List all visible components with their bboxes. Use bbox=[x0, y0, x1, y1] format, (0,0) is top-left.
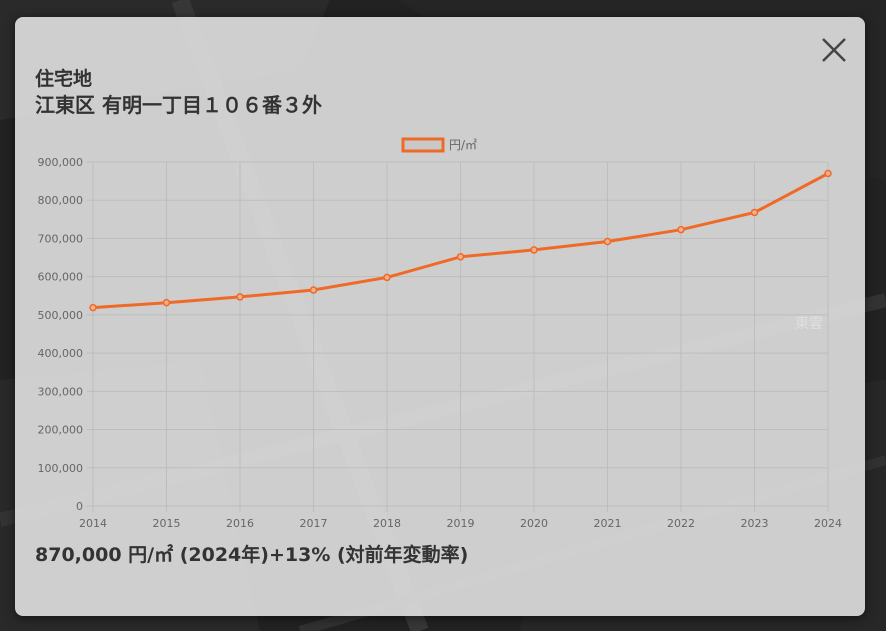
close-icon bbox=[822, 38, 846, 62]
data-point bbox=[456, 253, 465, 261]
data-point bbox=[750, 208, 759, 217]
data-point bbox=[824, 169, 832, 178]
data-point bbox=[383, 273, 391, 282]
x-tick-label: 2023 bbox=[741, 517, 769, 530]
series-points bbox=[89, 169, 832, 312]
legend-label: 円/㎡ bbox=[449, 138, 477, 152]
y-tick-label: 0 bbox=[76, 500, 83, 513]
y-tick-label: 800,000 bbox=[38, 194, 84, 207]
data-point bbox=[162, 298, 171, 307]
y-tick-label: 500,000 bbox=[38, 309, 84, 322]
x-tick-label: 2020 bbox=[520, 517, 548, 530]
price-history-modal: 住宅地 江東区 有明一丁目１０６番３外 0 100,000 200,000 300,0… bbox=[15, 17, 865, 616]
address-title: 江東区 有明一丁目１０６番３外 bbox=[35, 93, 322, 117]
x-tick-label: 2014 bbox=[79, 517, 107, 530]
close-button[interactable] bbox=[817, 33, 851, 67]
data-point bbox=[89, 303, 97, 312]
x-tick-label: 2017 bbox=[300, 517, 328, 530]
x-tick-label: 2015 bbox=[153, 517, 181, 530]
y-tick-label: 300,000 bbox=[38, 385, 84, 398]
data-point bbox=[236, 293, 244, 301]
data-point bbox=[309, 286, 318, 294]
y-tick-label: 100,000 bbox=[38, 462, 84, 475]
x-axis: 2014 2015 2016 2017 2018 2019 2020 2021 2022 2023… bbox=[79, 517, 842, 530]
price-summary: 870,000 円/㎡ (2024年)+13% (対前年変動率) bbox=[35, 544, 469, 566]
y-tick-label: 200,000 bbox=[38, 424, 84, 437]
legend-swatch bbox=[401, 137, 445, 153]
data-point bbox=[677, 225, 685, 234]
x-tick-label: 2021 bbox=[594, 517, 622, 530]
chart-grid bbox=[87, 161, 829, 512]
x-tick-label: 2022 bbox=[667, 517, 695, 530]
y-tick-label: 700,000 bbox=[38, 232, 84, 245]
x-tick-label: 2018 bbox=[373, 517, 401, 530]
y-tick-label: 900,000 bbox=[38, 156, 84, 169]
y-axis: 0 100,000 200,000 300,000 400,000 500,000 600,… bbox=[38, 156, 84, 513]
land-use-title: 住宅地 bbox=[35, 68, 93, 90]
data-point bbox=[603, 237, 612, 246]
x-tick-label: 2016 bbox=[226, 517, 254, 530]
y-tick-label: 600,000 bbox=[38, 271, 84, 284]
y-tick-label: 400,000 bbox=[38, 347, 84, 360]
x-tick-label: 2019 bbox=[447, 517, 475, 530]
x-tick-label: 2024 bbox=[814, 517, 842, 530]
data-point bbox=[530, 246, 538, 254]
price-line-chart: 0 100,000 200,000 300,000 400,000 500,000 600,… bbox=[38, 137, 842, 530]
chart-legend: 円/㎡ bbox=[401, 137, 477, 153]
